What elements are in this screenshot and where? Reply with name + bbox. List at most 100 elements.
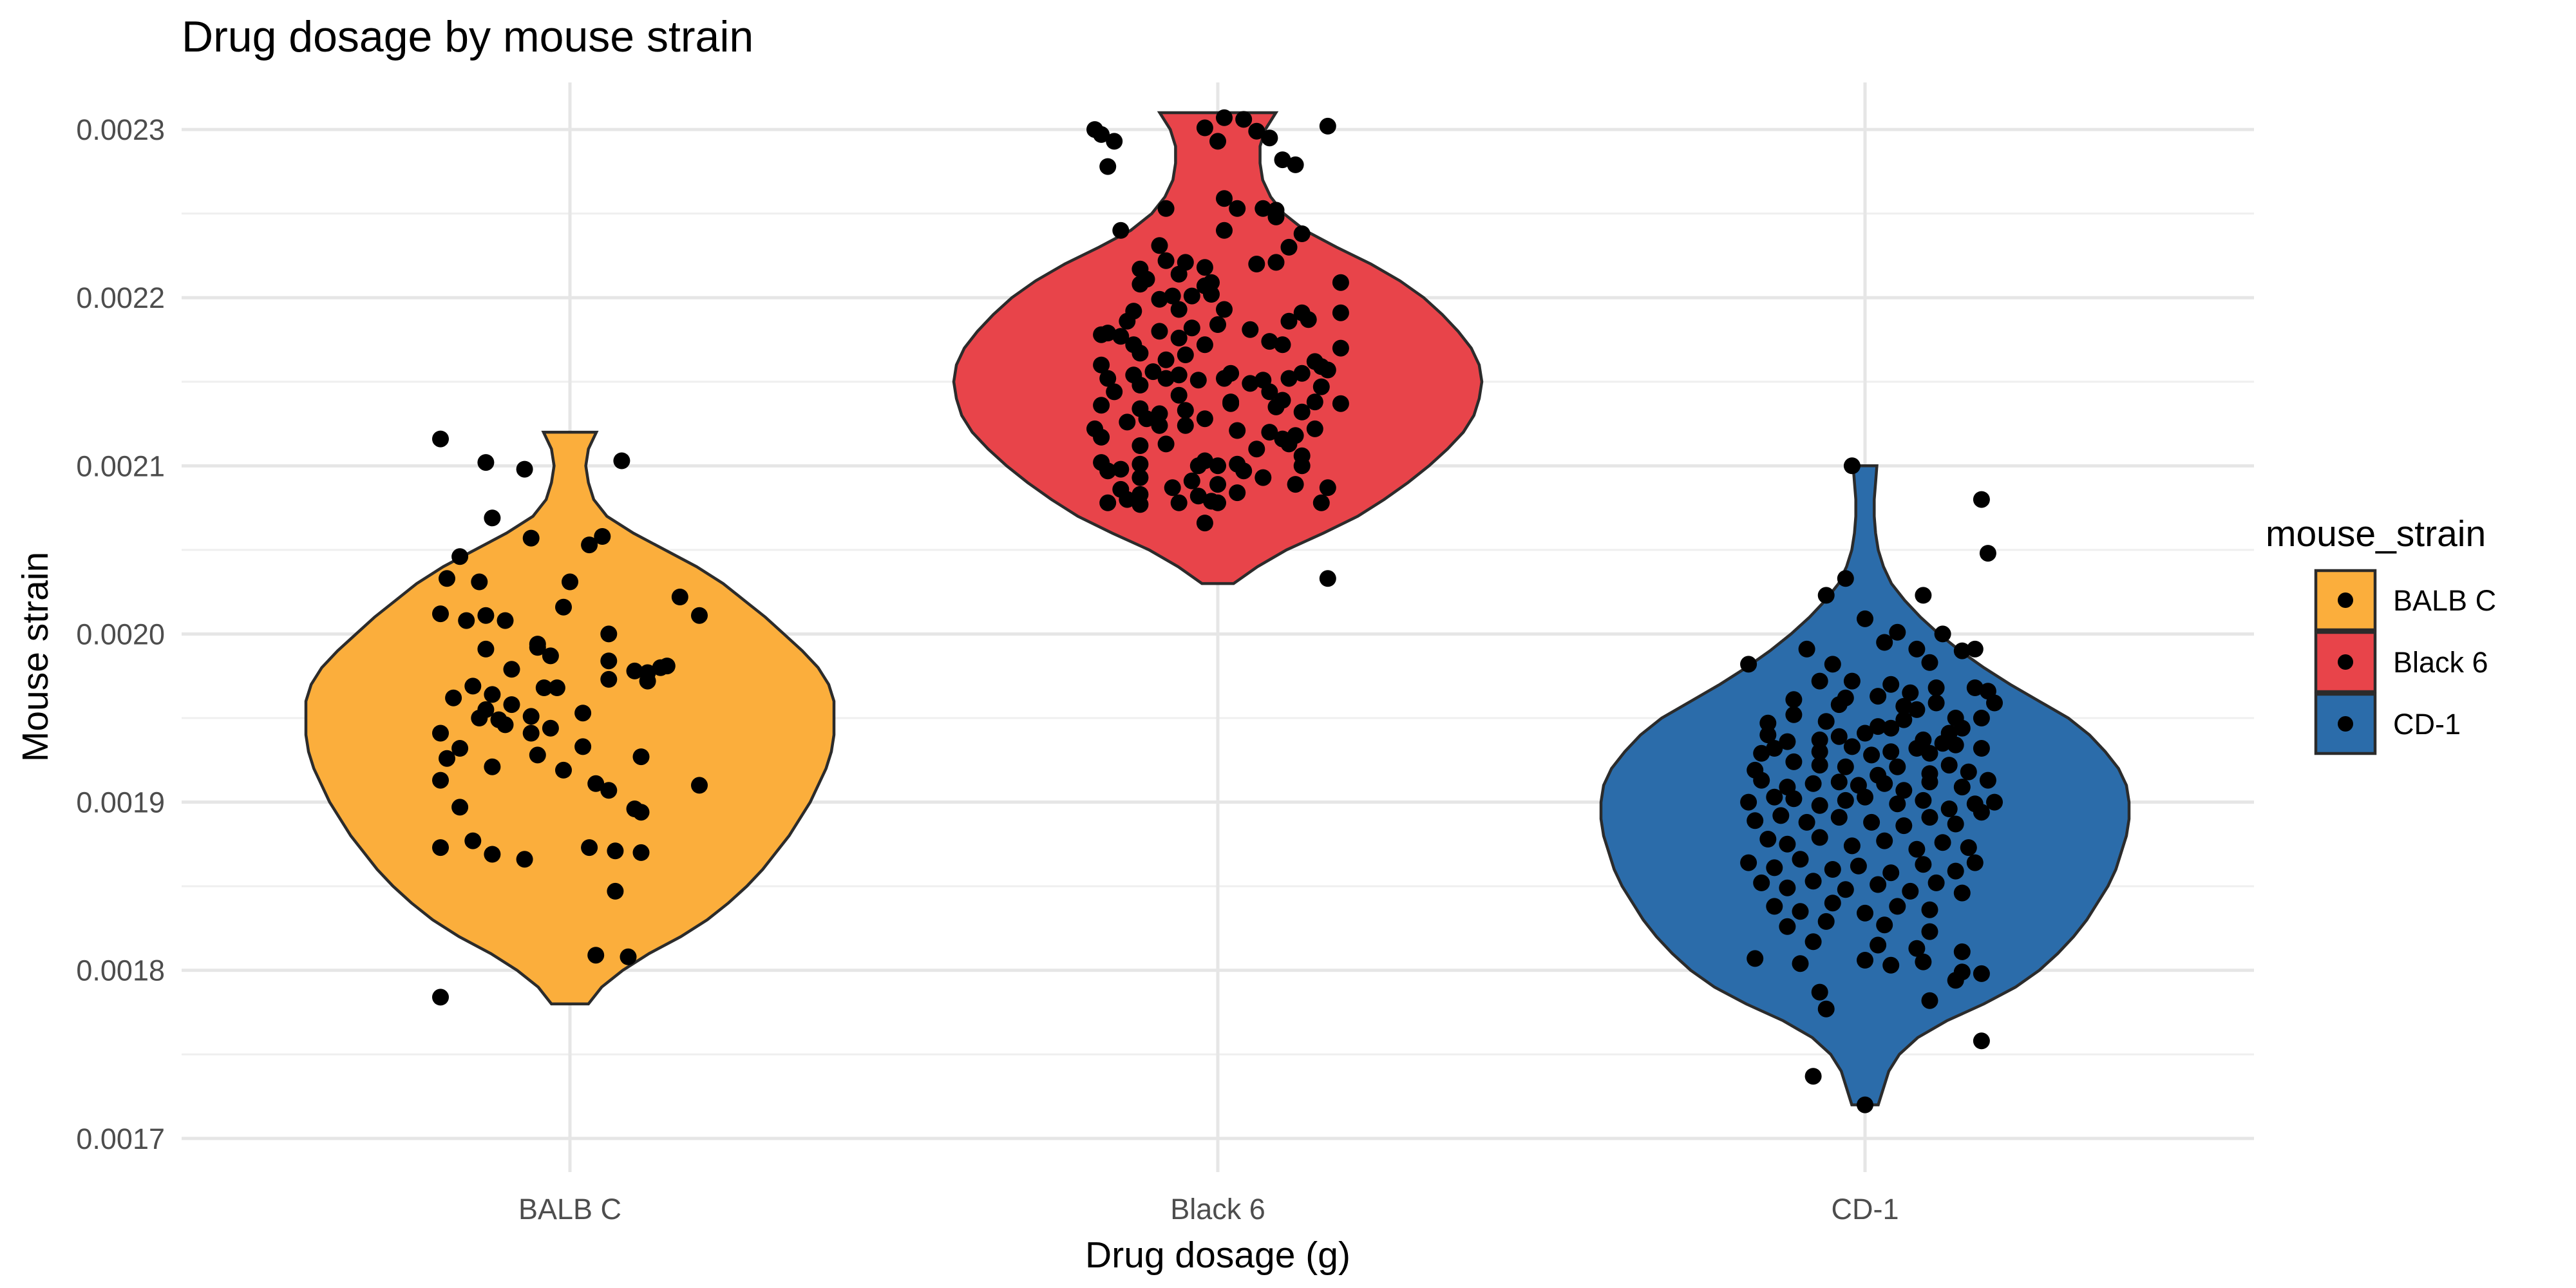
data-point xyxy=(1196,259,1213,276)
data-point xyxy=(1785,691,1803,708)
data-point xyxy=(1747,812,1764,829)
data-point xyxy=(1882,676,1900,693)
data-point xyxy=(1953,719,1971,737)
data-point xyxy=(1837,570,1854,587)
data-point xyxy=(1882,719,1900,737)
x-axis-title: Drug dosage (g) xyxy=(1085,1235,1350,1276)
data-point xyxy=(607,842,624,860)
data-point xyxy=(1857,904,1873,922)
data-point xyxy=(1151,290,1168,308)
data-point xyxy=(1216,222,1233,239)
data-point xyxy=(600,652,618,670)
data-point xyxy=(1863,746,1880,764)
data-point xyxy=(1882,956,1900,974)
data-point xyxy=(1876,634,1893,651)
data-point xyxy=(1973,740,1990,757)
data-point xyxy=(1157,435,1175,453)
data-point xyxy=(1332,339,1349,357)
data-point xyxy=(1183,319,1200,337)
data-point xyxy=(1921,923,1938,940)
data-point xyxy=(1779,733,1796,750)
data-point xyxy=(1099,370,1117,387)
data-point xyxy=(1824,895,1841,912)
data-point xyxy=(1274,151,1291,169)
data-point xyxy=(1830,809,1848,826)
data-point xyxy=(1164,287,1181,305)
x-tick-label: CD-1 xyxy=(1831,1193,1899,1226)
data-point xyxy=(1177,346,1194,363)
data-point xyxy=(1889,795,1906,813)
data-point xyxy=(1119,312,1136,330)
data-point xyxy=(535,679,553,696)
data-point xyxy=(1112,222,1130,239)
data-point xyxy=(1927,679,1945,696)
data-point xyxy=(1811,829,1828,846)
data-point xyxy=(1921,992,1938,1009)
data-point xyxy=(1759,714,1777,732)
legend: mouse_strain BALB C Black 6 CD-1 xyxy=(2266,513,2496,755)
data-point xyxy=(1915,587,1932,604)
data-point xyxy=(1766,859,1783,876)
data-point xyxy=(1216,109,1233,126)
data-point xyxy=(1973,491,1990,508)
data-point xyxy=(581,839,598,857)
data-point xyxy=(1170,301,1188,318)
data-point xyxy=(1876,832,1893,849)
x-axis-ticks: BALB C Black 6 CD-1 xyxy=(518,1193,1899,1226)
data-point xyxy=(432,605,449,623)
data-point xyxy=(1908,940,1926,957)
data-point xyxy=(1151,323,1168,340)
data-point xyxy=(1144,363,1162,381)
data-point xyxy=(1759,726,1777,744)
data-point xyxy=(1255,469,1272,486)
legend-title: mouse_strain xyxy=(2266,513,2486,554)
data-point xyxy=(1779,879,1796,896)
y-tick-label: 0.0022 xyxy=(76,281,165,314)
data-point xyxy=(1804,775,1822,792)
data-point xyxy=(1817,587,1835,604)
data-point xyxy=(1287,476,1304,493)
data-point xyxy=(1170,494,1188,511)
data-point xyxy=(632,844,650,861)
data-point xyxy=(1824,656,1841,673)
legend-key: Black 6 xyxy=(2314,630,2488,694)
data-point xyxy=(1857,788,1873,806)
data-point xyxy=(497,716,514,734)
data-point xyxy=(1876,775,1893,792)
data-point xyxy=(1132,276,1149,293)
data-point xyxy=(1766,788,1783,806)
data-point xyxy=(529,746,546,764)
data-point xyxy=(632,748,650,766)
data-point xyxy=(1112,460,1130,478)
data-point xyxy=(484,846,501,863)
data-point xyxy=(1151,417,1168,434)
legend-point-icon xyxy=(2338,654,2353,670)
data-point xyxy=(1817,713,1835,730)
data-point xyxy=(1209,457,1226,475)
data-point xyxy=(1986,793,2003,811)
data-point xyxy=(1921,773,1938,791)
data-point xyxy=(497,612,514,629)
data-point xyxy=(1966,640,1984,658)
data-point xyxy=(458,612,475,629)
data-point xyxy=(1857,1096,1873,1113)
data-point xyxy=(1183,287,1200,305)
data-point xyxy=(1267,398,1285,415)
data-point xyxy=(1895,782,1913,799)
data-point xyxy=(1804,1068,1822,1085)
data-point xyxy=(1106,383,1123,401)
data-point xyxy=(1106,133,1123,150)
data-point xyxy=(1261,129,1278,147)
data-point xyxy=(1203,286,1220,303)
data-point xyxy=(439,750,455,767)
y-tick-label: 0.0020 xyxy=(76,618,165,650)
data-point xyxy=(1966,679,1984,696)
data-point xyxy=(1889,898,1906,915)
data-point xyxy=(1099,494,1117,511)
data-point xyxy=(1229,422,1246,439)
data-point xyxy=(1274,336,1291,354)
violin-balb-c xyxy=(304,430,836,1006)
data-point xyxy=(1267,202,1285,219)
data-point xyxy=(1753,772,1770,789)
data-point xyxy=(1785,790,1803,808)
